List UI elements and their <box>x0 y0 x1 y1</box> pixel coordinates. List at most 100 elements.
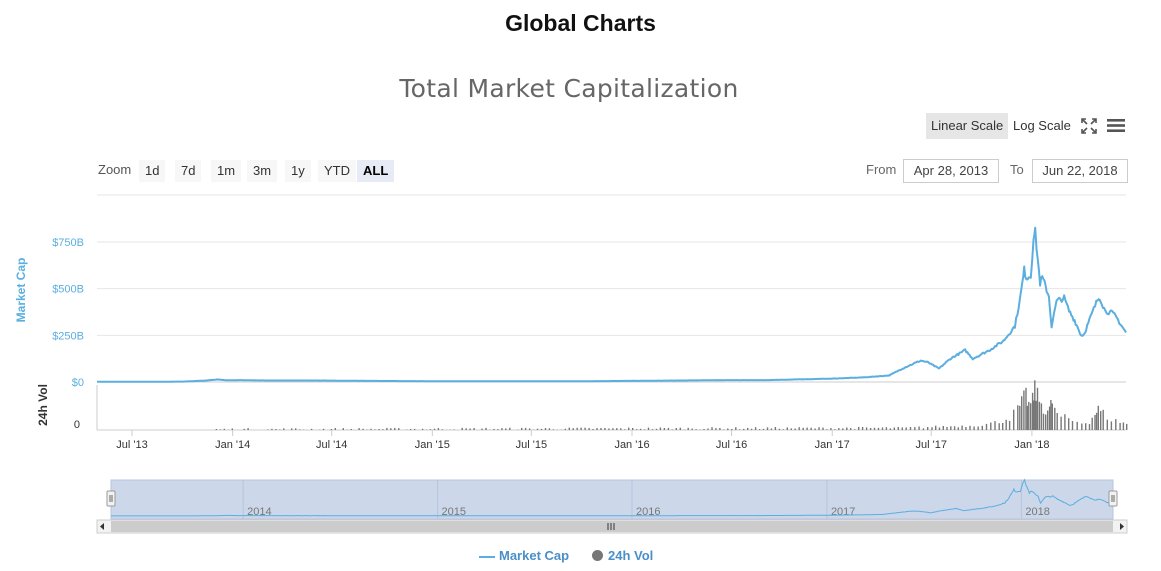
volume-bar <box>334 428 336 430</box>
volume-bar <box>885 427 888 430</box>
navigator-year-label: 2015 <box>442 506 466 518</box>
volume-bar <box>1008 420 1011 430</box>
volume-bar <box>998 423 1000 430</box>
volume-bar <box>927 427 929 430</box>
legend-dot-swatch <box>592 550 603 561</box>
volume-bar <box>564 428 566 430</box>
y-tick-label: $0 <box>72 377 84 389</box>
volume-bar <box>711 427 713 430</box>
volume-bar <box>858 426 860 430</box>
legend-market-cap[interactable]: Market Cap <box>479 548 569 563</box>
legend-24h-vol[interactable]: 24h Vol <box>592 548 653 563</box>
volume-bar <box>612 428 614 430</box>
from-date-input[interactable]: Apr 28, 2013 <box>903 159 999 183</box>
volume-bar <box>1094 415 1096 430</box>
scrollbar-thumb[interactable] <box>111 521 1113 532</box>
handle-body[interactable] <box>1108 490 1118 507</box>
to-date-input[interactable]: Jun 22, 2018 <box>1032 159 1128 183</box>
volume-bar <box>1106 419 1108 430</box>
volume-bar <box>655 428 658 430</box>
volume-bar <box>994 421 996 430</box>
volume-bar <box>942 426 944 430</box>
volume-bar <box>687 427 689 430</box>
volume-bar <box>247 428 249 430</box>
volume-bar <box>893 427 895 430</box>
volume-bar <box>584 427 586 430</box>
volume-bar <box>727 428 729 430</box>
volume-bar <box>1038 401 1041 430</box>
scroll-right-arrow-icon[interactable] <box>1120 523 1124 530</box>
volume-bar <box>544 428 547 430</box>
volume-bar <box>231 428 233 430</box>
volume-bar <box>897 426 899 430</box>
volume-bar <box>647 427 650 430</box>
volume-bar <box>719 428 721 430</box>
volume-bar <box>330 429 333 430</box>
navigator-year-label: 2014 <box>247 506 271 518</box>
menu-icon[interactable] <box>1106 117 1126 134</box>
navigator-left-handle[interactable] <box>106 490 116 507</box>
volume-bar <box>461 427 463 430</box>
volume-bar <box>1005 419 1007 430</box>
x-tick-label: Jan '18 <box>1014 439 1049 451</box>
volume-bar <box>1040 403 1043 430</box>
volume-bar <box>421 428 424 430</box>
volume-bar <box>838 428 840 430</box>
log-scale-button[interactable]: Log Scale <box>1013 118 1071 133</box>
navigator-selection[interactable] <box>110 479 1114 520</box>
volume-bar <box>1115 419 1117 430</box>
volume-bar <box>636 429 638 430</box>
x-tick-label: Jul '16 <box>716 439 747 451</box>
volume-bar <box>834 429 836 430</box>
volume-bar <box>818 427 820 430</box>
volume-bar <box>350 428 352 430</box>
volume-bar <box>620 428 622 430</box>
volume-bar <box>1126 423 1128 430</box>
volume-bar <box>762 428 765 430</box>
zoom-7d-button[interactable]: 7d <box>175 160 202 182</box>
volume-bar <box>877 427 880 430</box>
volume-bar <box>1042 413 1045 430</box>
volume-bar <box>1097 405 1099 430</box>
zoom-ytd-button[interactable]: YTD <box>318 160 356 182</box>
volume-bar <box>592 429 594 430</box>
volume-bar <box>608 428 610 430</box>
volume-bar <box>739 429 741 430</box>
zoom-1y-button[interactable]: 1y <box>285 160 311 182</box>
volume-bar <box>1030 403 1032 430</box>
zoom-1d-button[interactable]: 1d <box>139 160 166 182</box>
volume-bar <box>931 427 933 430</box>
volume-bar <box>905 427 907 430</box>
volume-bar <box>1045 414 1047 430</box>
volume-bar <box>394 427 396 430</box>
volume-bar <box>695 429 697 430</box>
zoom-3m-button[interactable]: 3m <box>247 160 278 182</box>
x-tick-label: Jul '15 <box>516 439 547 451</box>
zoom-1m-button[interactable]: 1m <box>211 160 242 182</box>
zoom-all-button[interactable]: ALL <box>357 160 395 182</box>
volume-bar <box>295 428 297 430</box>
volume-bar <box>398 428 400 430</box>
volume-bar <box>600 428 602 430</box>
volume-bar <box>663 428 666 430</box>
fullscreen-icon[interactable] <box>1080 117 1098 135</box>
volume-bar <box>1119 423 1121 430</box>
handle-body[interactable] <box>106 490 116 507</box>
volume-bar <box>429 429 432 430</box>
volume-bar <box>747 427 749 430</box>
navigator-right-handle[interactable] <box>1108 490 1118 507</box>
volume-bar <box>299 429 301 430</box>
volume-bar <box>485 427 487 430</box>
volume-bar <box>473 428 475 430</box>
navigator-year-label: 2018 <box>1025 506 1049 518</box>
volume-bar <box>279 429 281 430</box>
volume-bar <box>774 427 777 430</box>
volume-bar <box>1095 412 1098 430</box>
scroll-left-arrow-icon[interactable] <box>100 523 104 530</box>
linear-scale-button[interactable]: Linear Scale <box>926 113 1009 139</box>
volume-bar <box>889 428 892 430</box>
volume-bar <box>1036 387 1039 430</box>
volume-bar <box>846 427 848 430</box>
volume-bar <box>310 428 313 430</box>
